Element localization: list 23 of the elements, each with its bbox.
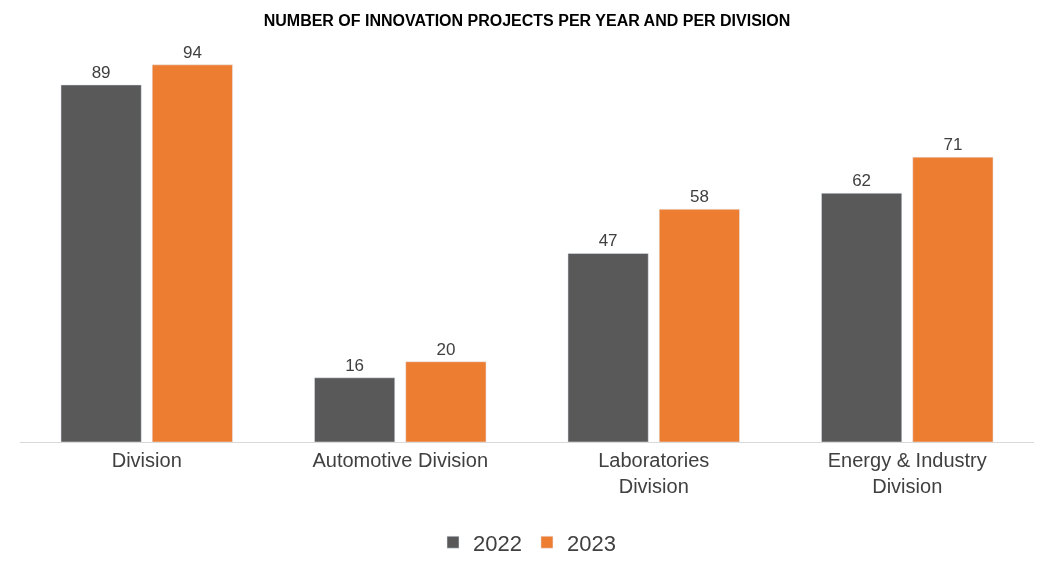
x-tick-label: Division bbox=[111, 449, 182, 471]
bar bbox=[60, 84, 142, 442]
bar bbox=[658, 209, 740, 442]
data-label: 16 bbox=[345, 355, 365, 375]
data-label: 58 bbox=[689, 187, 709, 207]
x-tick-label: Laboratories Division bbox=[598, 449, 710, 497]
bar bbox=[314, 377, 396, 442]
data-label: 94 bbox=[182, 42, 202, 62]
data-label: 62 bbox=[852, 171, 872, 191]
x-tick-label: Energy & Industry Division bbox=[827, 449, 987, 497]
chart-title: NUMBER OF INNOVATION PROJECTS PER YEAR AND PER DIVISION bbox=[263, 11, 791, 29]
data-label: 89 bbox=[91, 62, 111, 82]
bar bbox=[405, 361, 487, 442]
data-label: 71 bbox=[943, 135, 963, 155]
data-label: 47 bbox=[598, 231, 618, 251]
legend-label: 2022 bbox=[473, 530, 522, 556]
bar bbox=[567, 253, 649, 442]
bar bbox=[151, 64, 233, 442]
bar bbox=[912, 156, 994, 442]
bar bbox=[821, 192, 903, 442]
x-tick-label: Automotive Division bbox=[312, 449, 489, 471]
legend-label: 2023 bbox=[566, 530, 616, 556]
data-label: 20 bbox=[436, 339, 456, 359]
